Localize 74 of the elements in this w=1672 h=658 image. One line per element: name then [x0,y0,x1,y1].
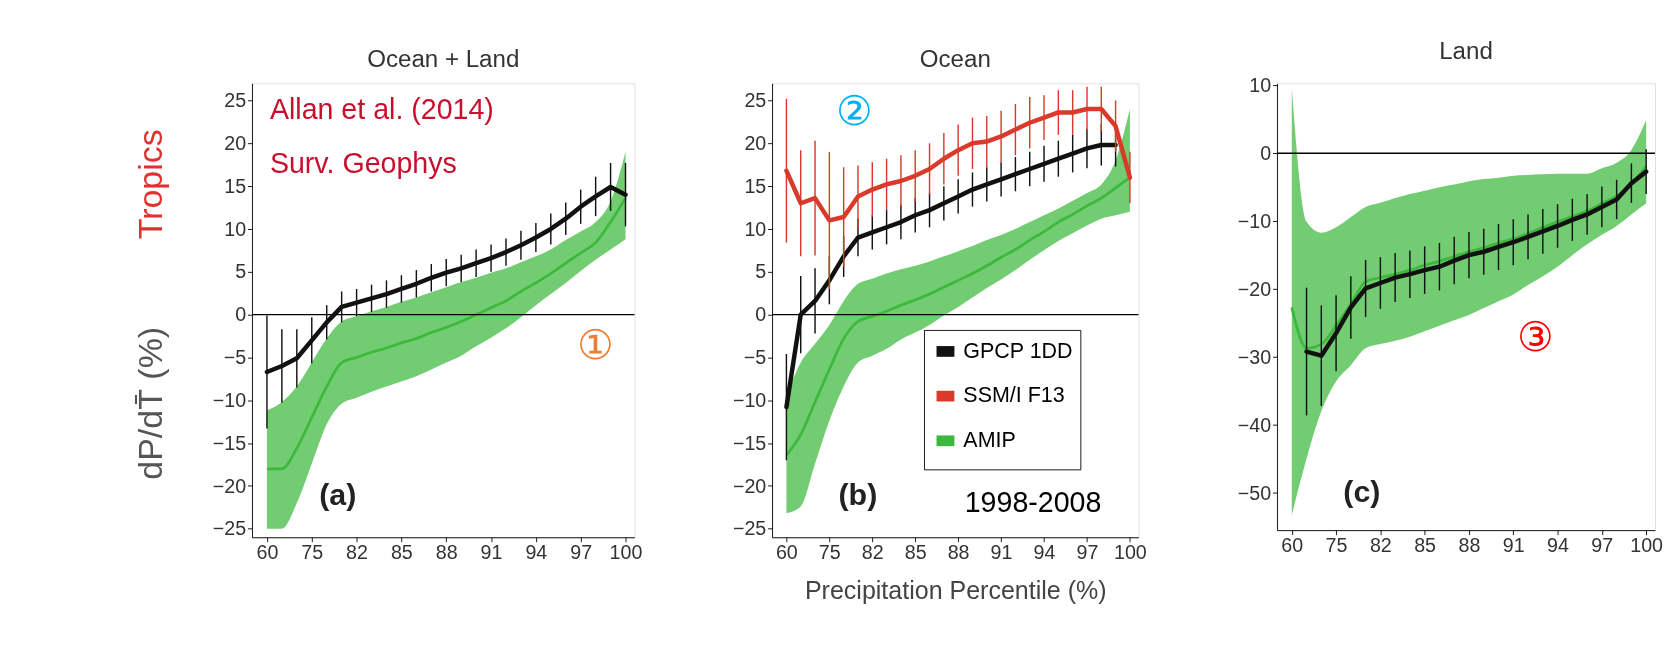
y-tick-label: 10 [744,217,767,240]
chart-title: Ocean [919,45,991,73]
y-tick-label: 10 [224,217,247,240]
x-axis-title: Precipitation Percentile (%) [804,575,1107,604]
annotation: (c) [1343,473,1381,508]
y-tick-label: −25 [732,517,767,540]
y-tick-label: −15 [732,431,767,454]
y-tick-label: −15 [212,431,247,454]
x-tick-label: 60 [256,541,279,564]
x-tick-label: 91 [480,541,503,564]
x-tick-label: 94 [525,541,548,564]
annotation: (b) [838,477,878,512]
y-tick-label: 5 [755,260,767,283]
annotation: ② [835,88,873,135]
x-tick-label: 91 [990,541,1013,564]
x-tick-label: 94 [1547,534,1570,557]
x-tick-label: 88 [1458,534,1481,557]
x-tick-label: 85 [390,541,413,564]
y-tick-label: −5 [223,346,247,369]
y-tick-label: −40 [1237,413,1272,436]
annotation: Allan et al. (2014) [269,93,494,126]
annotation: ③ [1516,313,1554,360]
chart-title: Land [1439,37,1493,65]
x-tick-label: 60 [775,541,798,564]
x-tick-label: 88 [947,541,970,564]
y-tick-label: −30 [1237,345,1272,368]
x-tick-label: 94 [1033,541,1056,564]
y-tick-label: −20 [732,474,767,497]
chart-title: Ocean + Land [367,45,520,73]
y-tick-label: 20 [224,132,247,155]
x-tick-label: 85 [1414,534,1437,557]
x-tick-label: 82 [1369,534,1392,557]
x-tick-label: 100 [1113,541,1147,564]
x-tick-label: 75 [1325,534,1348,557]
y-tick-label: 0 [1260,141,1272,164]
x-tick-label: 100 [609,541,643,564]
annotation: Surv. Geophys [269,146,457,179]
y-tick-label: −10 [732,388,767,411]
y-tick-label: −25 [212,517,247,540]
x-tick-label: 88 [435,541,458,564]
x-tick-label: 85 [904,541,927,564]
y-tick-label: −5 [743,346,767,369]
x-tick-label: 75 [301,541,324,564]
y-tick-label: −10 [1237,209,1272,232]
legend-label: GPCP 1DD [963,338,1073,363]
y-tick-label: 10 [1249,74,1272,97]
annotation: ① [576,321,614,368]
annotation: 1998-2008 [964,486,1102,519]
x-tick-label: 97 [1591,534,1614,557]
x-tick-label: 97 [1076,541,1099,564]
y-tick-label: −10 [212,388,247,411]
x-tick-label: 75 [818,541,841,564]
y-tick-label: 20 [744,132,767,155]
x-tick-label: 97 [570,541,593,564]
x-tick-label: 100 [1630,534,1664,557]
y-tick-label: 0 [755,303,767,326]
x-tick-label: 82 [346,541,368,564]
text: Tropics [130,129,169,240]
y-tick-label: 0 [235,303,247,326]
x-tick-label: 82 [861,541,884,564]
y-tick-label: −20 [1237,277,1272,300]
y-tick-label: 5 [235,260,247,283]
y-tick-label: −50 [1237,481,1272,504]
legend-label: SSM/I F13 [963,383,1065,408]
y-tick-label: 25 [224,89,247,112]
y-axis-title: dP/dT̄ (%) [130,326,169,480]
x-tick-label: 60 [1281,534,1304,557]
annotation: (a) [319,477,357,512]
y-tick-label: 25 [744,89,767,112]
y-tick-label: 15 [224,174,247,197]
legend-label: AMIP [963,428,1016,453]
x-tick-label: 91 [1502,534,1525,557]
y-tick-label: −20 [212,474,247,497]
y-tick-label: 15 [744,174,767,197]
